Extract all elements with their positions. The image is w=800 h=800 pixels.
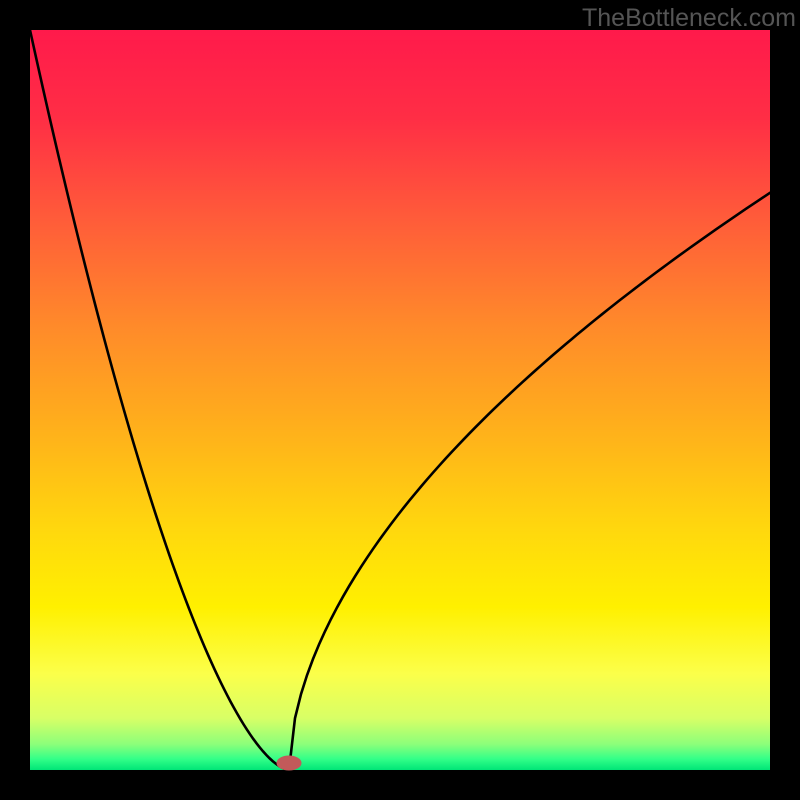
chart-container: TheBottleneck.com (0, 0, 800, 800)
bottleneck-chart (0, 0, 800, 800)
plot-area (30, 30, 770, 770)
optimum-marker (277, 756, 301, 770)
watermark-text: TheBottleneck.com (582, 4, 796, 33)
